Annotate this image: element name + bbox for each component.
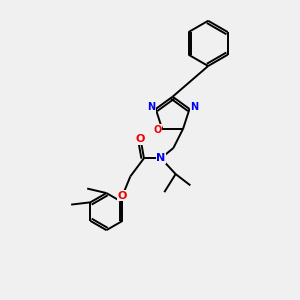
Text: N: N	[190, 102, 198, 112]
Text: N: N	[147, 102, 155, 112]
Text: N: N	[156, 153, 166, 163]
Text: O: O	[118, 190, 127, 201]
Text: O: O	[136, 134, 145, 144]
Text: O: O	[153, 125, 161, 135]
